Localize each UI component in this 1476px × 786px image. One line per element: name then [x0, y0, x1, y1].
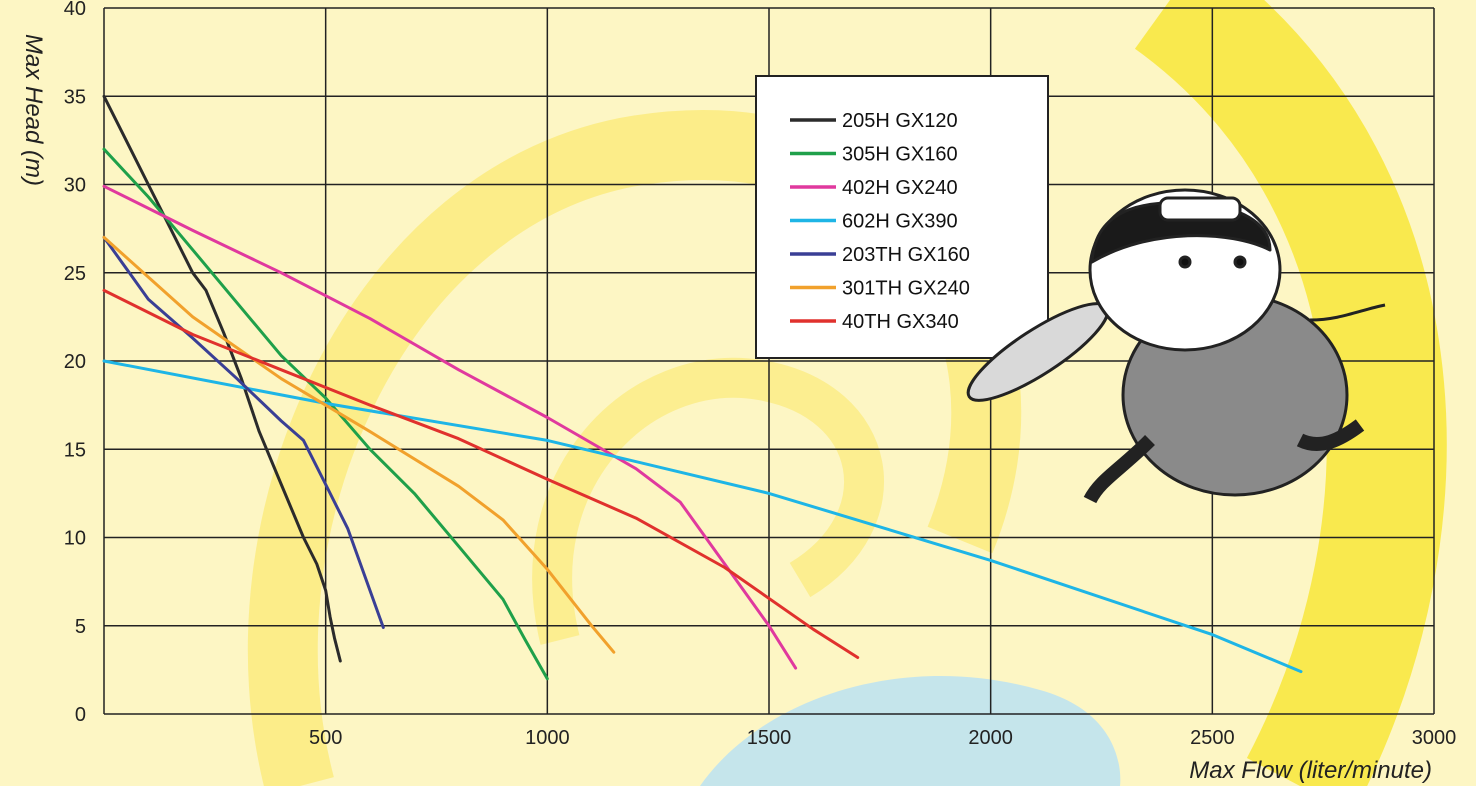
- y-tick-label: 10: [64, 528, 86, 550]
- x-tick-label: 3000: [1412, 727, 1457, 749]
- legend-label: 402H GX240: [842, 177, 958, 199]
- series-line-6: [102, 288, 860, 659]
- y-axis-label: Max Head (m): [20, 34, 47, 186]
- legend-label: 205H GX120: [842, 110, 958, 132]
- legend-label: 602H GX390: [842, 211, 958, 233]
- series-lines: [102, 94, 1303, 681]
- legend-items: 205H GX120 305H GX160 402H GX240 602H GX390…: [790, 110, 970, 333]
- y-tick-label: 40: [64, 0, 86, 20]
- x-tick-label: 1500: [747, 727, 792, 749]
- series-line-0: [102, 94, 342, 663]
- y-tick-label: 20: [64, 351, 86, 373]
- legend: 205H GX120 305H GX160 402H GX240 602H GX390…: [755, 75, 1049, 359]
- series-line-1: [102, 147, 549, 681]
- y-tick-label: 5: [75, 616, 86, 638]
- mascot-eye-left: [1178, 255, 1192, 269]
- series-line-5: [102, 235, 616, 654]
- y-tick-label: 0: [75, 704, 86, 726]
- legend-label: 305H GX160: [842, 144, 958, 166]
- y-tick-label: 15: [64, 439, 86, 461]
- x-tick-label: 2500: [1190, 727, 1235, 749]
- legend-box: [755, 75, 1049, 359]
- mascot-leg-left: [1083, 435, 1155, 504]
- series-line-3: [102, 359, 1303, 674]
- y-tick-label: 35: [64, 86, 86, 108]
- y-tick-label: 30: [64, 175, 86, 197]
- legend-label: 40TH GX340: [842, 311, 959, 333]
- background-water-splash: [700, 676, 1121, 786]
- background-swirl-inner: [532, 357, 884, 645]
- y-axis-ticks: 0 5 10 15 20 25 30 35 40: [64, 0, 86, 726]
- mascot-eye-right: [1233, 255, 1247, 269]
- x-tick-label: 1000: [525, 727, 570, 749]
- legend-label: 203TH GX160: [842, 244, 970, 266]
- x-axis-label: Max Flow (liter/minute): [1189, 757, 1432, 784]
- series-line-4: [102, 235, 385, 629]
- x-tick-label: 500: [309, 727, 342, 749]
- series-line-2: [102, 184, 798, 670]
- x-axis-ticks: 500 1000 1500 2000 2500 3000: [309, 727, 1456, 749]
- y-tick-label: 25: [64, 263, 86, 285]
- mascot-leg-right: [1296, 419, 1365, 451]
- mascot-goggles: [1158, 196, 1242, 222]
- x-tick-label: 2000: [968, 727, 1013, 749]
- mascot-illustration: [966, 188, 1386, 504]
- mascot-arm-right: [1309, 303, 1386, 322]
- legend-label: 301TH GX240: [842, 278, 970, 300]
